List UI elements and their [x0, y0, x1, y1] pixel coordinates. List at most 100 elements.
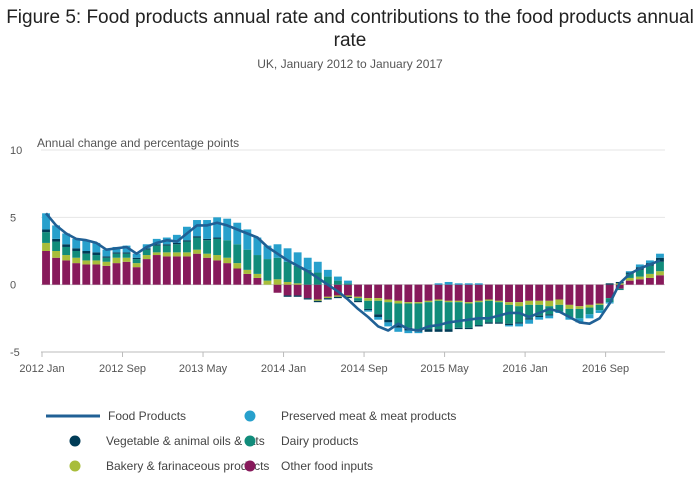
legend-dot-marker	[244, 410, 256, 422]
bar-segment	[62, 255, 71, 261]
bar-segment	[545, 284, 554, 301]
bar-segment	[152, 252, 161, 256]
bar-segment	[615, 284, 624, 289]
bar-segment	[495, 284, 503, 301]
bar-segment	[62, 246, 71, 256]
bar-segment	[374, 314, 383, 317]
bar-segment	[72, 248, 81, 251]
bar-segment	[42, 232, 50, 243]
bar-segment	[575, 306, 584, 309]
bar-segment	[424, 329, 433, 332]
bar-segment	[364, 310, 373, 312]
legend-dot-marker	[69, 435, 81, 447]
bar-segment	[112, 263, 121, 285]
bar-segment	[72, 238, 81, 249]
bar-segment	[303, 269, 312, 285]
bar-segment	[505, 325, 513, 327]
bar-segment	[374, 316, 383, 320]
bar-segment	[82, 251, 91, 254]
bar-segment	[656, 275, 664, 285]
bar-segment	[162, 244, 171, 246]
bar-segment	[454, 284, 463, 301]
bar-segment	[645, 273, 654, 278]
bar-segment	[183, 241, 191, 253]
bar-segment	[183, 240, 191, 242]
bar-segment	[333, 296, 342, 299]
legend-dot-marker	[244, 460, 256, 472]
bar-segment	[132, 257, 141, 260]
bar-segment	[223, 218, 232, 241]
bar-segment	[625, 277, 634, 281]
bar-segment	[656, 271, 664, 276]
bar-segment	[585, 314, 594, 319]
chart-title: Figure 5: Food products annual rate and …	[6, 7, 694, 51]
bar-segment	[243, 269, 252, 274]
bar-segment	[293, 284, 302, 296]
bar-segment	[263, 245, 272, 260]
bar-segment	[233, 268, 242, 285]
bar-segment	[464, 284, 473, 303]
bar-segment	[62, 233, 71, 245]
bar-segment	[303, 284, 312, 299]
bar-segment	[464, 283, 473, 285]
bar-segment	[645, 260, 654, 264]
bar-segment	[464, 302, 473, 304]
bar-segment	[213, 217, 222, 238]
bar-segment	[283, 261, 292, 282]
bar-segment	[525, 284, 534, 301]
y-tick-label: -5	[10, 347, 20, 359]
bar-segment	[505, 323, 513, 326]
bar-segment	[213, 237, 222, 239]
bar-segment	[213, 260, 222, 285]
bar-segment	[323, 284, 332, 297]
bar-segment	[72, 257, 81, 264]
bar-segment	[394, 325, 403, 328]
bar-segment	[213, 238, 222, 256]
x-tick-label: 2016 Sep	[582, 363, 629, 375]
legend-dot-marker	[69, 460, 81, 472]
bar-segment	[414, 303, 423, 330]
bar-segment	[122, 257, 131, 262]
bar-segment	[484, 322, 493, 324]
food-products-line-layer	[45, 212, 661, 332]
bar-segment	[52, 225, 61, 239]
bar-segment	[635, 269, 644, 277]
bar-segment	[535, 300, 544, 305]
bar-segment	[454, 327, 463, 330]
bar-segment	[72, 251, 81, 258]
y-tick-label: 5	[10, 212, 16, 224]
bar-segment	[525, 304, 534, 319]
bar-segment	[112, 252, 121, 254]
bar-segment	[112, 246, 121, 253]
bar-segment	[203, 257, 211, 285]
bar-segment	[434, 299, 443, 301]
bar-segment	[52, 238, 61, 242]
bar-segment	[52, 241, 61, 251]
bar-segment	[525, 318, 534, 320]
bar-segment	[193, 253, 201, 285]
axes: 2012 Jan 2012 Sep 2013 May 2014 Jan 2014 Sep…	[19, 351, 665, 375]
bar-segment	[223, 257, 232, 264]
bar-segment	[495, 302, 503, 323]
bar-segment	[595, 303, 604, 305]
bar-segment	[505, 302, 513, 305]
bar-segment	[283, 248, 292, 262]
bar-segment	[303, 257, 312, 270]
bar-segment	[575, 284, 584, 307]
bar-segment	[394, 300, 403, 304]
bar-segment	[283, 295, 292, 297]
bar-segment	[575, 308, 584, 319]
bar-segment	[203, 253, 211, 258]
bar-segment	[404, 330, 413, 334]
bar-segment	[595, 304, 604, 311]
bar-segment	[183, 252, 191, 257]
bar-segment	[555, 304, 564, 312]
bar-segment	[555, 299, 564, 305]
bar-segment	[404, 303, 413, 328]
bar-segment	[585, 304, 594, 308]
bar-segment	[545, 314, 554, 316]
bar-segment	[535, 316, 544, 320]
bar-segment	[384, 299, 393, 303]
bar-segment	[545, 300, 554, 307]
bar-segment	[92, 242, 101, 253]
